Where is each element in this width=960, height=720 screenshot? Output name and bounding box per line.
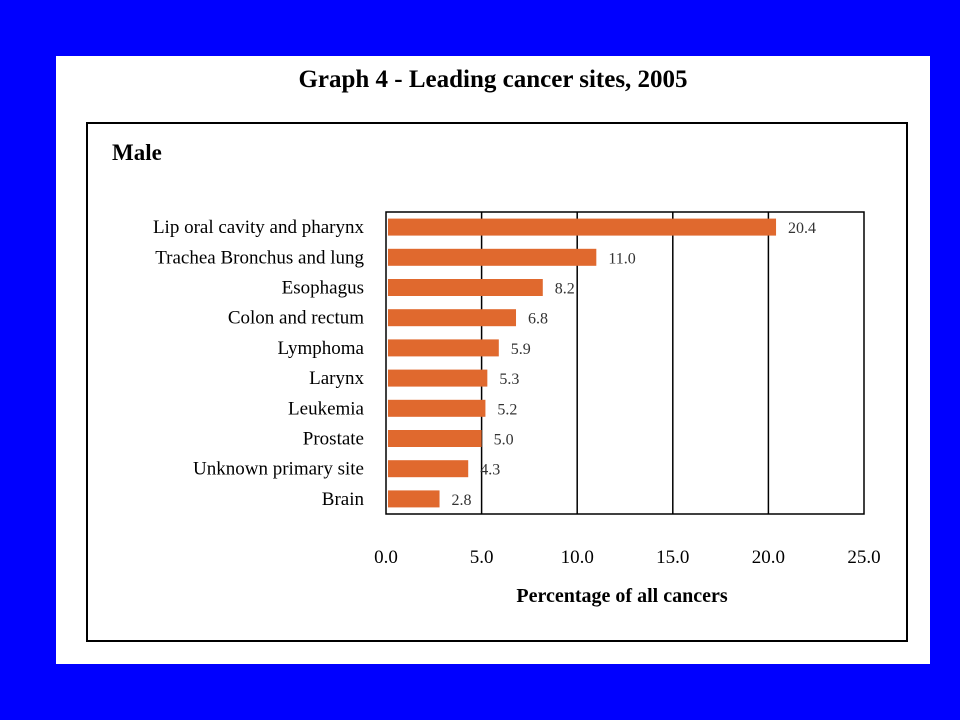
- data-label: 11.0: [608, 250, 635, 267]
- data-label: 8.2: [555, 281, 575, 298]
- data-label: 6.8: [528, 311, 548, 328]
- bar: [388, 460, 469, 478]
- category-label: Unknown primary site: [193, 459, 364, 480]
- plot-area: [385, 211, 865, 515]
- panel-label: Male: [112, 140, 162, 165]
- bar: [388, 369, 488, 387]
- data-label: 5.2: [497, 401, 517, 418]
- data-label: 5.3: [499, 371, 519, 388]
- x-tick-label: 25.0: [847, 547, 880, 568]
- category-label: Leukemia: [288, 398, 365, 419]
- data-label: 2.8: [452, 492, 472, 509]
- chart-title: Graph 4 - Leading cancer sites, 2005: [298, 66, 688, 93]
- category-label: Lymphoma: [277, 338, 364, 359]
- x-tick-label: 10.0: [561, 547, 594, 568]
- category-label: Lip oral cavity and pharynx: [153, 217, 365, 238]
- x-tick-label: 20.0: [752, 547, 785, 568]
- category-label: Colon and rectum: [228, 308, 364, 329]
- bar: [388, 309, 517, 327]
- data-label: 20.4: [788, 220, 816, 237]
- x-tick-label: 15.0: [656, 547, 689, 568]
- x-tick-label: 0.0: [374, 547, 398, 568]
- data-label: 4.3: [480, 462, 500, 479]
- chart-frame: [86, 122, 908, 642]
- bar: [388, 248, 597, 266]
- category-label: Larynx: [309, 368, 364, 389]
- data-label: 5.9: [511, 341, 531, 358]
- x-axis-label: Percentage of all cancers: [516, 585, 728, 607]
- bar: [388, 218, 777, 236]
- category-label: Trachea Bronchus and lung: [155, 247, 364, 268]
- bar: [388, 399, 486, 417]
- category-label: Brain: [322, 489, 365, 510]
- data-label: 5.0: [494, 432, 514, 449]
- bar: [388, 490, 440, 508]
- slide-background: [56, 56, 930, 664]
- category-label: Prostate: [303, 429, 364, 450]
- category-label: Esophagus: [282, 278, 364, 299]
- x-tick-label: 5.0: [470, 547, 494, 568]
- bar: [388, 339, 499, 357]
- bar: [388, 279, 543, 296]
- bar: [388, 430, 482, 447]
